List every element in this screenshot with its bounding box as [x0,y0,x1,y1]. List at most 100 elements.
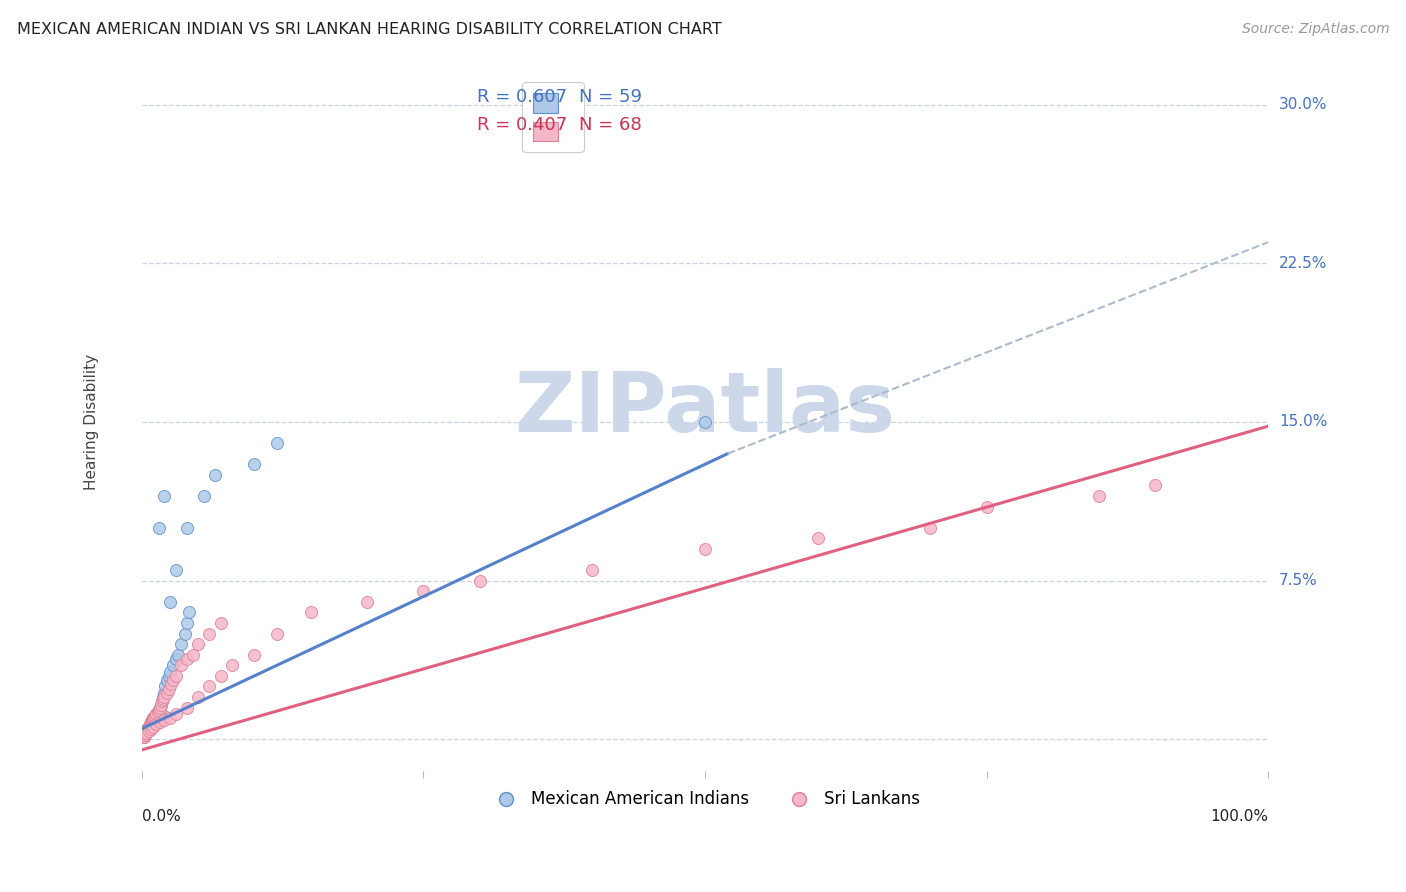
Point [167,648,190,662]
Point [173,626,195,640]
Point [153,686,176,700]
Point [149,698,172,713]
Point [132,730,155,744]
Point [155,680,177,694]
Point [136,723,159,738]
Point [976,500,998,514]
Point [132,728,155,742]
Point [139,717,162,731]
Point [146,705,169,719]
Text: MEXICAN AMERICAN INDIAN VS SRI LANKAN HEARING DISABILITY CORRELATION CHART: MEXICAN AMERICAN INDIAN VS SRI LANKAN HE… [17,22,721,37]
Point [145,706,167,721]
Point [143,717,166,731]
Point [139,722,162,736]
Point [145,706,167,721]
Point [145,715,167,730]
Point [299,606,322,620]
Point [142,713,165,727]
Point [1144,478,1167,492]
Point [139,715,162,730]
Point [198,626,221,640]
Point [187,690,209,704]
Point [143,709,166,723]
Point [165,706,187,721]
Text: 30.0%: 30.0% [1279,97,1327,112]
Point [156,673,179,687]
Text: N = 59: N = 59 [579,88,641,106]
Point [156,686,179,700]
Point [132,728,155,742]
Point [138,723,160,738]
Point [170,637,193,651]
Point [179,606,201,620]
Point [243,648,266,662]
Point [132,730,155,744]
Text: 0.0%: 0.0% [142,809,180,824]
Point [468,574,491,588]
Point [134,726,156,740]
Point [135,723,157,738]
Point [143,711,166,725]
Point [136,723,159,738]
Text: 15.0%: 15.0% [1279,415,1327,429]
Point [136,723,159,738]
Point [693,541,716,556]
Point [152,690,174,704]
Point [170,658,193,673]
Point [1088,489,1111,503]
Point [162,673,184,687]
Point [136,722,159,736]
Point [134,726,156,740]
Text: ZIPatlas: ZIPatlas [515,368,896,449]
Point [159,665,181,679]
Point [145,717,167,731]
Point [920,521,942,535]
Point [139,715,162,730]
Point [134,728,156,742]
Point [198,680,221,694]
Point [135,726,157,740]
Point [149,700,172,714]
Point [165,563,187,577]
Point [132,730,155,744]
Point [139,717,162,731]
Point [356,595,378,609]
Point [209,615,232,630]
Point [159,595,181,609]
Point [150,711,173,725]
Text: Source: ZipAtlas.com: Source: ZipAtlas.com [1241,22,1389,37]
Legend: Mexican American Indians, Sri Lankans: Mexican American Indians, Sri Lankans [482,784,927,815]
Point [142,711,165,725]
Point [138,720,160,734]
Point [165,652,187,666]
Point [132,730,155,744]
Point [807,532,830,546]
Point [150,694,173,708]
Point [187,637,209,651]
Point [136,722,159,736]
Point [157,669,180,683]
Point [138,720,160,734]
Point [143,711,166,725]
Point [149,698,172,713]
Point [153,713,176,727]
Point [266,626,288,640]
Point [581,563,603,577]
Point [204,467,226,482]
Point [141,713,163,727]
Point [149,700,172,714]
Point [141,715,163,730]
Point [141,715,163,730]
Point [181,648,204,662]
Point [159,711,181,725]
Point [135,726,157,740]
Point [148,521,170,535]
Point [138,722,160,736]
Point [135,723,157,738]
Text: R = 0.407: R = 0.407 [478,116,568,135]
Point [165,669,187,683]
Point [142,713,165,727]
Text: 22.5%: 22.5% [1279,256,1327,271]
Point [135,726,157,740]
Point [193,489,215,503]
